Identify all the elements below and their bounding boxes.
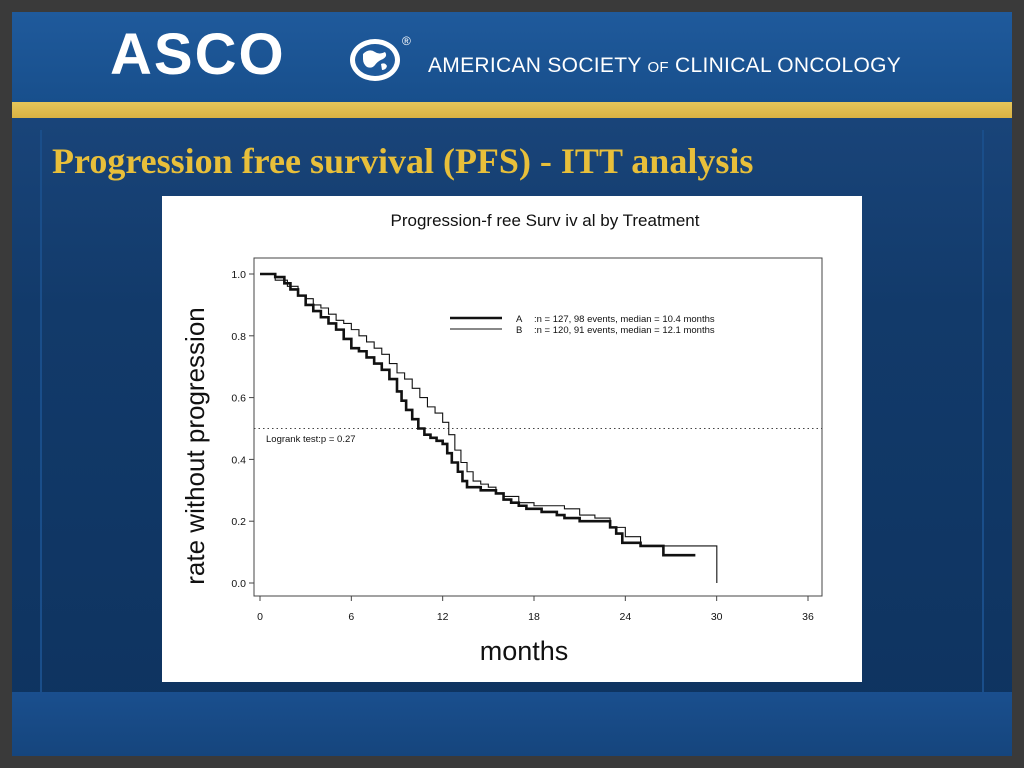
footer-band: [12, 692, 1012, 756]
legend-name-a: A: [516, 314, 523, 325]
series-a-line: [260, 272, 696, 557]
x-tick-label: 18: [528, 611, 540, 623]
registered-mark: ®: [402, 34, 411, 48]
x-tick-label: 12: [437, 611, 449, 623]
x-tick-label: 0: [257, 611, 263, 623]
chart-panel: Progression-f ree Surv iv al by Treatmen…: [162, 196, 862, 682]
x-tick-label: 30: [711, 611, 723, 623]
legend-name-b: B: [516, 325, 522, 336]
y-tick-label: 0.4: [231, 454, 246, 466]
logrank-annotation: Logrank test:p = 0.27: [266, 434, 356, 445]
x-axis-label: months: [480, 636, 569, 666]
y-tick-label: 0.2: [231, 516, 246, 528]
x-tick-label: 24: [619, 611, 631, 623]
y-tick-label: 0.8: [231, 331, 246, 343]
org-name: AMERICAN SOCIETY OF CLINICAL ONCOLOGY: [428, 54, 901, 78]
y-axis-label: rate without progression: [180, 307, 210, 584]
km-chart: Progression-f ree Surv iv al by Treatmen…: [231, 211, 823, 666]
y-tick-label: 0.6: [231, 393, 246, 405]
globe-icon: [350, 39, 400, 81]
chart-title: Progression-f ree Surv iv al by Treatmen…: [391, 211, 700, 230]
org-name-part-2: CLINICAL ONCOLOGY: [675, 54, 902, 77]
legend-text-b: :n = 120, 91 events, median = 12.1 month…: [534, 325, 715, 336]
header-banner: ASCO ® AMERICAN SOCIETY OF CLINICAL ONCO…: [12, 12, 1012, 102]
y-tick-label: 0.0: [231, 578, 246, 590]
x-tick-label: 36: [802, 611, 814, 623]
y-tick-label: 1.0: [231, 269, 246, 281]
y-axis-ticks: 0.0 0.2 0.4 0.6 0.8 1.0: [231, 269, 254, 590]
org-name-part-1: AMERICAN SOCIETY: [428, 54, 642, 77]
asco-logo: ASCO: [110, 22, 286, 87]
x-tick-label: 6: [348, 611, 354, 623]
left-border-line: [40, 130, 42, 716]
legend-text-a: :n = 127, 98 events, median = 10.4 month…: [534, 314, 715, 325]
plot-frame: [253, 257, 823, 597]
legend: A :n = 127, 98 events, median = 10.4 mon…: [450, 314, 715, 336]
series-b-line: [260, 273, 718, 583]
y-axis-label-wrap: rate without progression: [180, 307, 210, 584]
org-name-of: OF: [647, 59, 669, 76]
right-border-line: [982, 130, 984, 716]
gold-divider: [12, 102, 1012, 118]
slide: ASCO ® AMERICAN SOCIETY OF CLINICAL ONCO…: [12, 12, 1012, 756]
x-axis-ticks: 0 6 12 18 24 30 36: [257, 596, 814, 623]
slide-title: Progression free survival (PFS) - ITT an…: [52, 141, 754, 181]
